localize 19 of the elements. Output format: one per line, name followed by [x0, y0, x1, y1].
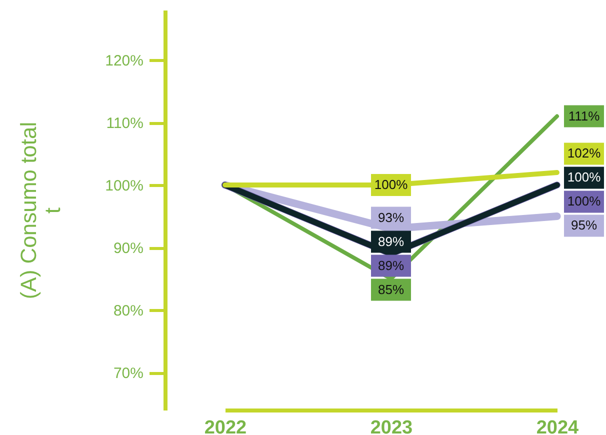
data-label: 85%: [378, 282, 404, 297]
y-tick-label: 100%: [105, 178, 144, 194]
x-tick-label: 2022: [204, 418, 247, 435]
y-tick-label: 110%: [106, 115, 144, 132]
data-label: 95%: [570, 218, 598, 233]
data-label: 102%: [567, 146, 602, 161]
data-label: 100%: [567, 194, 602, 209]
y-tick-label: 70%: [113, 365, 144, 382]
x-tick-label: 2024: [536, 418, 580, 435]
data-label: 111%: [568, 108, 600, 124]
y-axis-title: (A) Consumo total t: [16, 122, 66, 300]
x-tick-label: 2023: [370, 418, 413, 435]
data-label: 93%: [378, 210, 404, 225]
y-tick-label: 80%: [113, 302, 144, 320]
data-label: 89%: [378, 234, 404, 249]
y-tick-label: 120%: [105, 52, 144, 70]
data-label: 89%: [378, 258, 404, 273]
data-label: 100%: [567, 170, 602, 185]
y-tick-label: 90%: [113, 240, 144, 257]
